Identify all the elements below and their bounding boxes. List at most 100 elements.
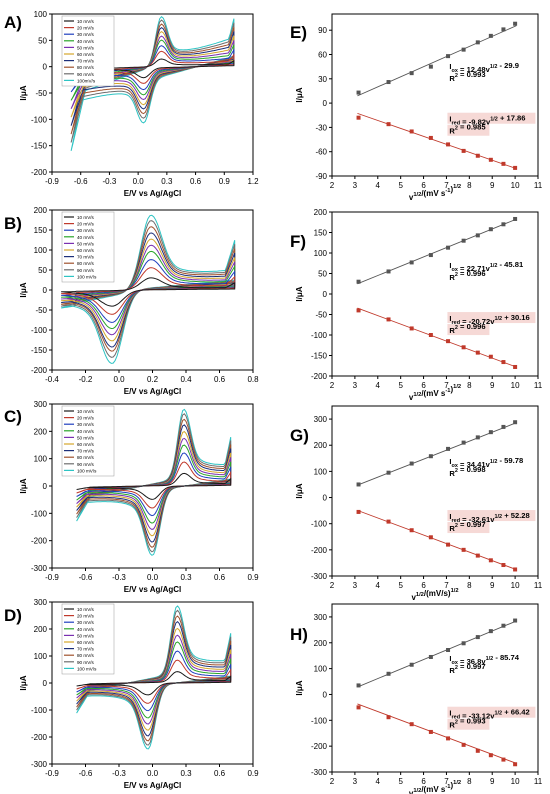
y-tick-label: -300 — [31, 760, 48, 769]
ox-equation: Iox = 34.41v1/2 - 59.78 — [449, 456, 523, 469]
x-tick-label: 7 — [444, 181, 449, 190]
y-tick-label: -90 — [315, 172, 327, 181]
y-tick-label: -200 — [31, 168, 48, 177]
x-tick-label: 9 — [490, 581, 495, 590]
x-tick-label: 4 — [376, 777, 381, 786]
ox-r2: R2 = 0.993 — [449, 70, 485, 83]
y-tick-label: -200 — [31, 366, 48, 375]
legend-entry: 50 mV/s — [77, 633, 95, 638]
x-tick-label: 0.3 — [180, 769, 192, 778]
y-axis-label: I/μA — [295, 483, 304, 498]
x-tick-label: 8 — [467, 581, 472, 590]
y-tick-label: 60 — [318, 51, 327, 60]
red-r2-highlight — [447, 324, 490, 336]
y-axis-label: I/μA — [295, 680, 304, 695]
red-point — [461, 742, 466, 747]
x-tick-label: 3 — [353, 381, 358, 390]
y-tick-label: 0 — [43, 63, 48, 72]
x-tick-label: 0.6 — [214, 769, 226, 778]
x-axis-label: E/V vs Ag/AgCl — [124, 585, 182, 594]
red-equation: Ired = -20.72v1/2 + 30.16 — [449, 313, 529, 326]
x-tick-label: 5 — [398, 777, 403, 786]
y-tick-label: 0 — [323, 690, 328, 699]
legend-entry: 100 mV/s — [77, 274, 97, 279]
x-tick-label: -0.9 — [45, 769, 59, 778]
legend: 10 mV/s 20 mV/s30 mV/s 40 mV/s50 mV/s 60 mV… — [61, 211, 115, 283]
ox-point — [461, 641, 466, 646]
y-tick-label: -100 — [311, 716, 328, 725]
ox-point — [356, 683, 361, 688]
legend-entry: 70 mV/s — [77, 59, 95, 64]
y-tick-label: -100 — [31, 509, 48, 518]
x-axis-label: E/V vs Ag/AgCl — [124, 781, 182, 790]
x-tick-label: 0.0 — [133, 177, 145, 186]
y-tick-label: -100 — [31, 706, 48, 715]
legend-entry: 60 mV/s — [77, 640, 95, 645]
y-tick-label: 300 — [34, 400, 48, 409]
y-tick-label: -50 — [315, 311, 327, 320]
x-tick-label: 10 — [511, 181, 520, 190]
ox-point — [409, 461, 414, 466]
x-tick-label: 3 — [353, 181, 358, 190]
red-r2: R2 = 0.997 — [449, 520, 485, 533]
x-tick-label: 3 — [353, 777, 358, 786]
red-point — [513, 567, 518, 572]
red-r2-highlight — [447, 522, 490, 534]
x-tick-label: 5 — [398, 181, 403, 190]
y-tick-label: 200 — [314, 441, 328, 450]
red-point — [461, 547, 466, 552]
ox-point — [428, 454, 433, 459]
legend-entry: 10 mV/s — [77, 409, 95, 414]
ox-point — [475, 233, 480, 238]
y-tick-label: 50 — [38, 36, 47, 45]
legend-entry: 30 mV/s — [77, 32, 95, 37]
ox-point — [428, 253, 433, 258]
x-tick-label: -0.2 — [79, 375, 93, 384]
ox-point — [409, 260, 414, 265]
cv-curve-1 — [61, 277, 236, 307]
panel-label: G) — [290, 426, 309, 445]
ox-equation: Iox = 12.48v1/2 - 29.9 — [449, 61, 519, 74]
y-tick-label: 150 — [314, 229, 328, 238]
legend: 10 mV/s 20 mV/s30 mV/s 40 mV/s50 mV/s 60 mV… — [61, 15, 115, 87]
y-tick-label: -200 — [31, 733, 48, 742]
x-tick-label: 2 — [330, 381, 335, 390]
legend-entry: 10 mV/s — [77, 607, 95, 612]
legend-entry: 90 mV/s — [77, 268, 95, 273]
ox-point — [501, 222, 506, 227]
y-axis-label: I/μA — [295, 87, 304, 102]
y-tick-label: -30 — [315, 123, 327, 132]
red-equation: Ired = -9.82v1/2 + 17.86 — [449, 114, 525, 127]
ox-point — [488, 227, 493, 232]
legend-entry: 40 mV/s — [77, 39, 95, 44]
ox-point — [446, 245, 451, 250]
y-tick-label: 200 — [34, 206, 48, 215]
panel-label: B) — [4, 214, 22, 233]
legend-entry: 10 mV/s — [77, 215, 95, 220]
x-tick-label: 0.0 — [147, 769, 159, 778]
x-tick-label: -0.3 — [112, 573, 126, 582]
ox-point — [428, 64, 433, 69]
x-tick-label: 10 — [511, 777, 520, 786]
x-tick-label: 6 — [421, 181, 426, 190]
x-tick-label: -0.9 — [45, 573, 59, 582]
ox-r2: R2 = 0.998 — [449, 465, 485, 478]
legend-entry: 70 mV/s — [77, 449, 95, 454]
y-tick-label: 0 — [43, 286, 48, 295]
ox-point — [446, 446, 451, 451]
y-tick-label: -50 — [35, 306, 47, 315]
red-point — [409, 129, 414, 134]
red-point — [488, 157, 493, 162]
x-tick-label: 0.0 — [147, 573, 159, 582]
x-tick-label: -0.4 — [45, 375, 59, 384]
legend: 10 mV/s 20 mV/s30 mV/s 40 mV/s50 mV/s 60 mV… — [61, 603, 115, 675]
y-axis-label: I/μA — [19, 675, 28, 690]
x-tick-label: 7 — [444, 581, 449, 590]
x-tick-label: 9 — [490, 381, 495, 390]
cv-panel-1: -0.4 -0.2 0.0 0.2 0.4 0.6 0.8 200 150 100 50 0 -50 -1… — [4, 206, 259, 396]
x-tick-label: 0.0 — [113, 375, 125, 384]
ox-point — [475, 635, 480, 640]
x-tick-label: 6 — [421, 777, 426, 786]
y-tick-label: 0 — [323, 99, 328, 108]
x-axis-label: v1/2/(mV s-1)1/2 — [409, 184, 461, 202]
